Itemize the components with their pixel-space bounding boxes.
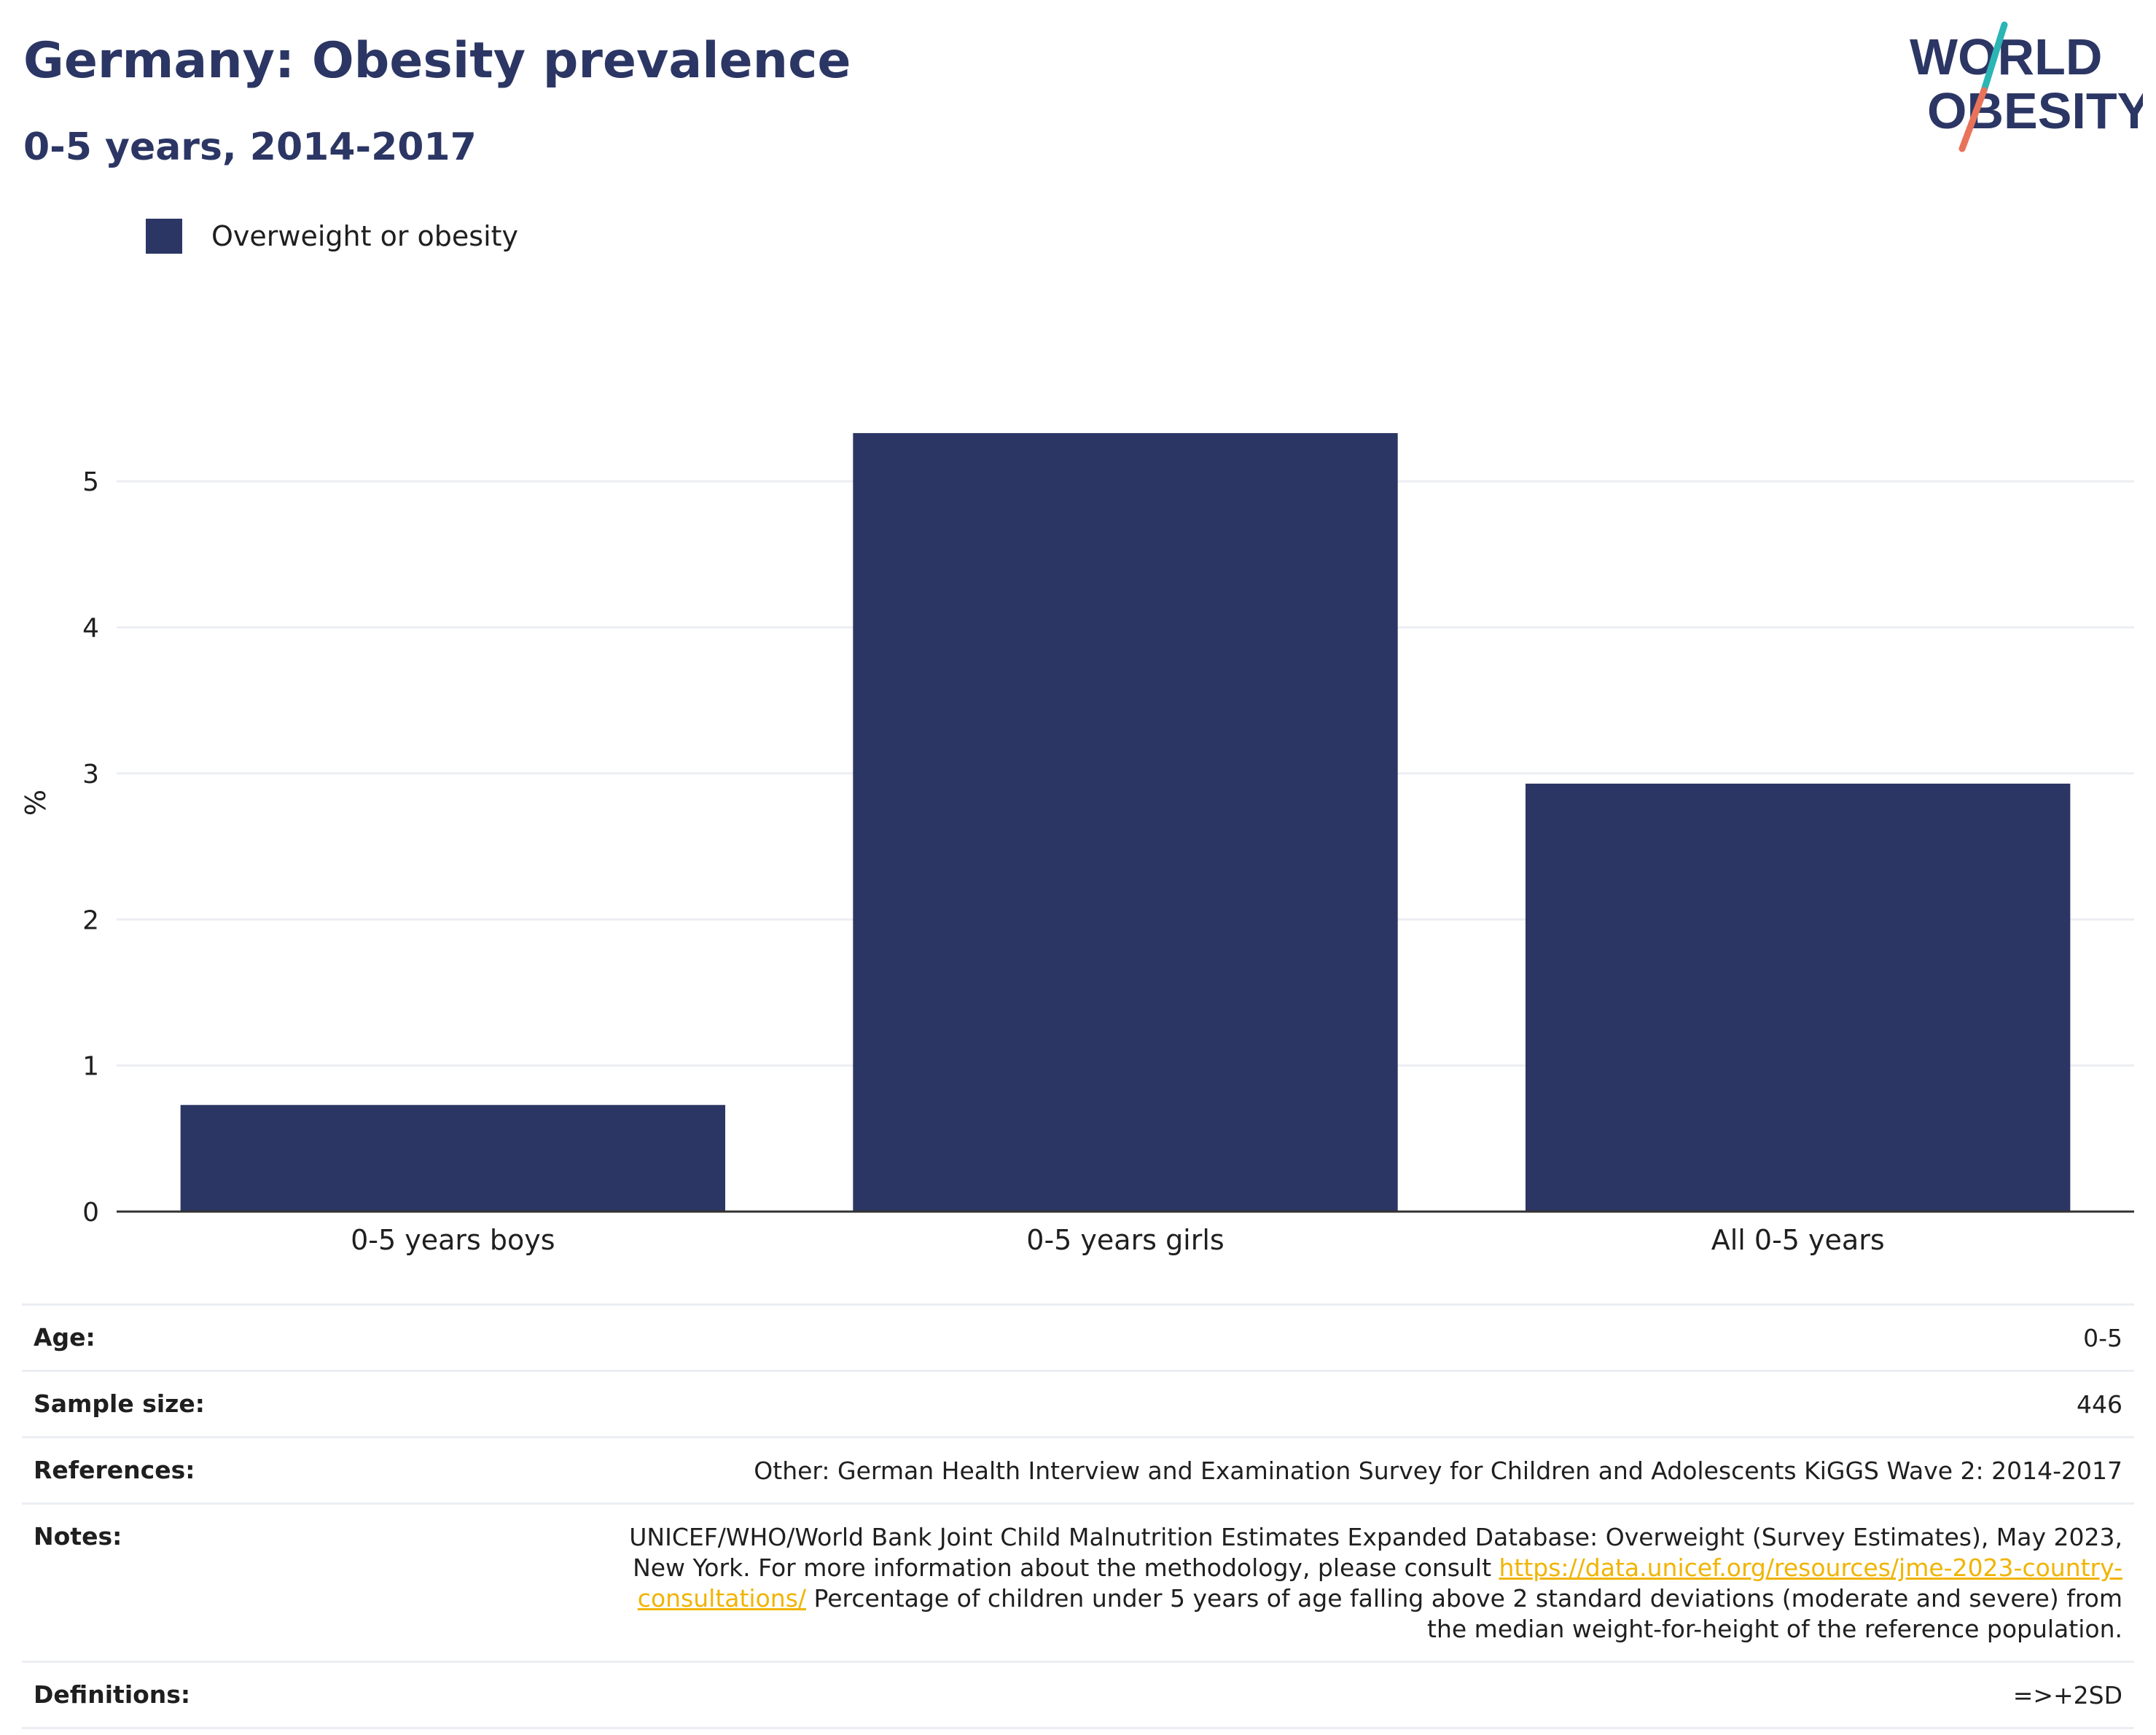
y-tick-label: 3 bbox=[82, 760, 99, 789]
logo-teal-slash bbox=[1980, 21, 2008, 94]
y-tick-label: 2 bbox=[82, 905, 99, 935]
y-tick-label: 0 bbox=[82, 1198, 99, 1228]
definitions-value: =>+2SD bbox=[2012, 1681, 2122, 1709]
page-subtitle: 0-5 years, 2014-2017 bbox=[23, 125, 477, 169]
meta-row-definitions: Definitions: =>+2SD bbox=[22, 1661, 2134, 1729]
y-tick-label: 1 bbox=[82, 1052, 99, 1082]
y-axis-label: % bbox=[20, 789, 52, 816]
methodology-link[interactable]: https://data.unicef.org/resources/jme-20… bbox=[637, 1553, 2122, 1613]
x-tick-label: 0-5 years girls bbox=[1026, 1224, 1224, 1256]
world-obesity-logo: WORLD OBESITY bbox=[1910, 21, 2143, 152]
sample-size-value: 446 bbox=[2077, 1390, 2122, 1419]
y-tick-label: 4 bbox=[82, 614, 99, 644]
references-label: References: bbox=[34, 1456, 195, 1484]
notes-label: Notes: bbox=[34, 1522, 122, 1551]
legend-swatch bbox=[146, 219, 182, 254]
age-value: 0-5 bbox=[2083, 1324, 2122, 1352]
bar bbox=[1525, 783, 2071, 1212]
x-tick-label: 0-5 years boys bbox=[351, 1224, 555, 1256]
age-label: Age: bbox=[34, 1323, 95, 1352]
legend-label: Overweight or obesity bbox=[211, 220, 519, 252]
meta-row-references: References: Other: German Health Intervi… bbox=[22, 1436, 2134, 1502]
logo-line-2: OBESITY bbox=[1927, 82, 2143, 139]
meta-row-notes: Notes: UNICEF/WHO/World Bank Joint Child… bbox=[22, 1502, 2134, 1661]
notes-text-before: UNICEF/WHO/World Bank Joint Child Malnut… bbox=[629, 1523, 2122, 1582]
meta-row-age: Age: 0-5 bbox=[22, 1303, 2134, 1370]
x-tick-label: All 0-5 years bbox=[1711, 1224, 1885, 1256]
y-tick-label: 5 bbox=[82, 467, 99, 497]
bar-chart: 0 1 2 3 4 5 0-5 years boys 0-5 years girls All 0… bbox=[20, 433, 2134, 1256]
metadata-table: Age: 0-5 Sample size: 446 References: Ot… bbox=[22, 1303, 2134, 1729]
logo-line-1: WORLD bbox=[1910, 28, 2102, 85]
bar bbox=[180, 1104, 726, 1212]
chart-legend: Overweight or obesity bbox=[146, 217, 518, 255]
notes-text-after: Percentage of children under 5 years of … bbox=[806, 1584, 2123, 1643]
logo-coral-slash bbox=[1958, 87, 1988, 152]
meta-row-sample-size: Sample size: 446 bbox=[22, 1370, 2134, 1436]
page-title: Germany: Obesity prevalence bbox=[23, 32, 851, 90]
sample-size-label: Sample size: bbox=[34, 1389, 205, 1418]
bar bbox=[853, 433, 1398, 1212]
notes-value: UNICEF/WHO/World Bank Joint Child Malnut… bbox=[592, 1522, 2122, 1645]
references-value: Other: German Health Interview and Exami… bbox=[754, 1457, 2122, 1485]
definitions-label: Definitions: bbox=[34, 1680, 191, 1709]
